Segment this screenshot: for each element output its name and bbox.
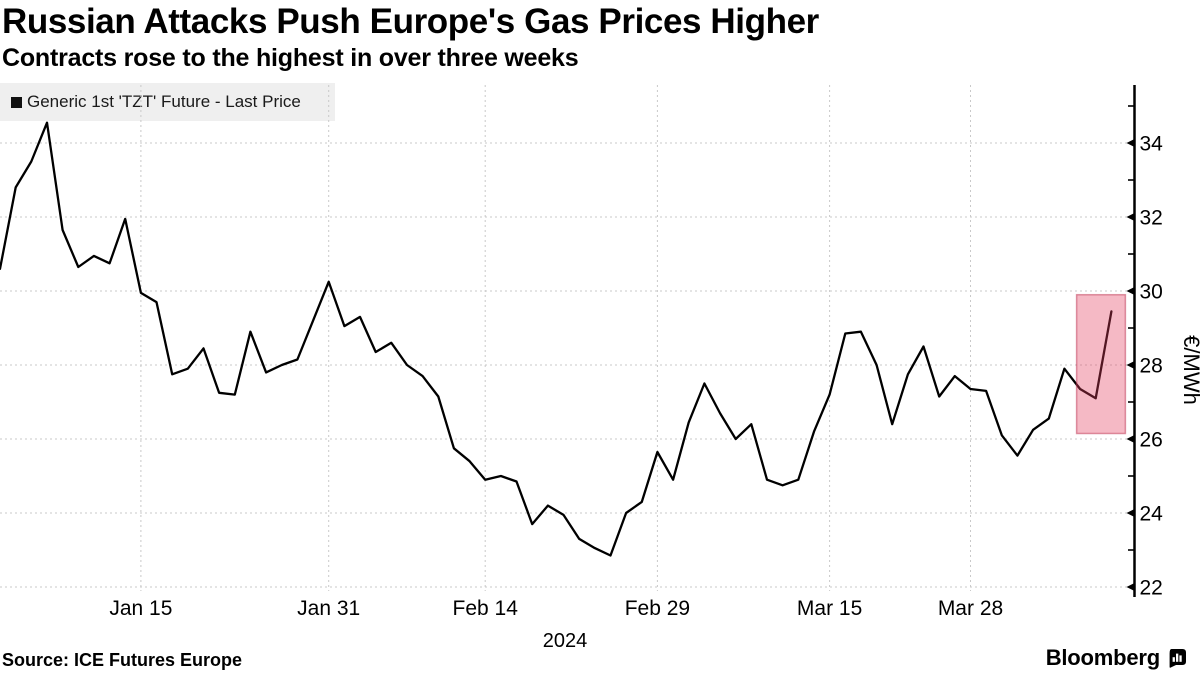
y-axis-tick-label: 26 — [1140, 429, 1163, 452]
y-axis-tick-label: 24 — [1140, 503, 1164, 526]
y-axis-tick-label: 34 — [1140, 133, 1164, 156]
x-axis-tick-label: Feb 14 — [453, 597, 519, 620]
x-axis-tick-label: Jan 31 — [297, 597, 360, 620]
y-axis-tick-label: 30 — [1140, 281, 1163, 304]
x-axis-tick-label: Mar 28 — [938, 597, 1003, 620]
x-axis-tick-label: Mar 15 — [797, 597, 862, 620]
legend-swatch-icon — [11, 96, 22, 108]
page-subtitle: Contracts rose to the highest in over th… — [2, 44, 579, 72]
y-axis-tick-arrow — [1126, 360, 1135, 370]
y-axis-tick-label: 32 — [1140, 207, 1163, 230]
y-axis-unit-label: €/MWh — [1179, 335, 1200, 405]
legend: Generic 1st 'TZT' Future - Last Price — [0, 83, 335, 121]
y-axis-tick-label: 22 — [1140, 577, 1163, 600]
bloomberg-terminal-icon — [1169, 649, 1186, 668]
price-line — [0, 121, 1113, 557]
bloomberg-logo: Bloomberg — [1046, 645, 1187, 671]
y-axis-tick-arrow — [1126, 508, 1135, 518]
x-axis-year-label: 2024 — [543, 630, 588, 652]
legend-label: Generic 1st 'TZT' Future - Last Price — [27, 92, 301, 111]
y-axis-tick-arrow — [1126, 286, 1135, 296]
y-axis-tick-arrow — [1126, 582, 1135, 592]
x-axis-tick-label: Jan 15 — [109, 597, 172, 620]
bloomberg-wordmark: Bloomberg — [1045, 645, 1161, 670]
x-axis-tick-label: Feb 29 — [625, 597, 690, 620]
y-axis-tick-arrow — [1126, 212, 1135, 222]
page-title: Russian Attacks Push Europe's Gas Prices… — [2, 2, 819, 41]
y-axis-tick-arrow — [1126, 138, 1135, 148]
highlight-region — [1075, 293, 1127, 435]
y-axis-tick-label: 28 — [1140, 355, 1163, 378]
y-axis-tick-arrow — [1126, 434, 1135, 444]
source-note: Source: ICE Futures Europe — [2, 650, 243, 670]
